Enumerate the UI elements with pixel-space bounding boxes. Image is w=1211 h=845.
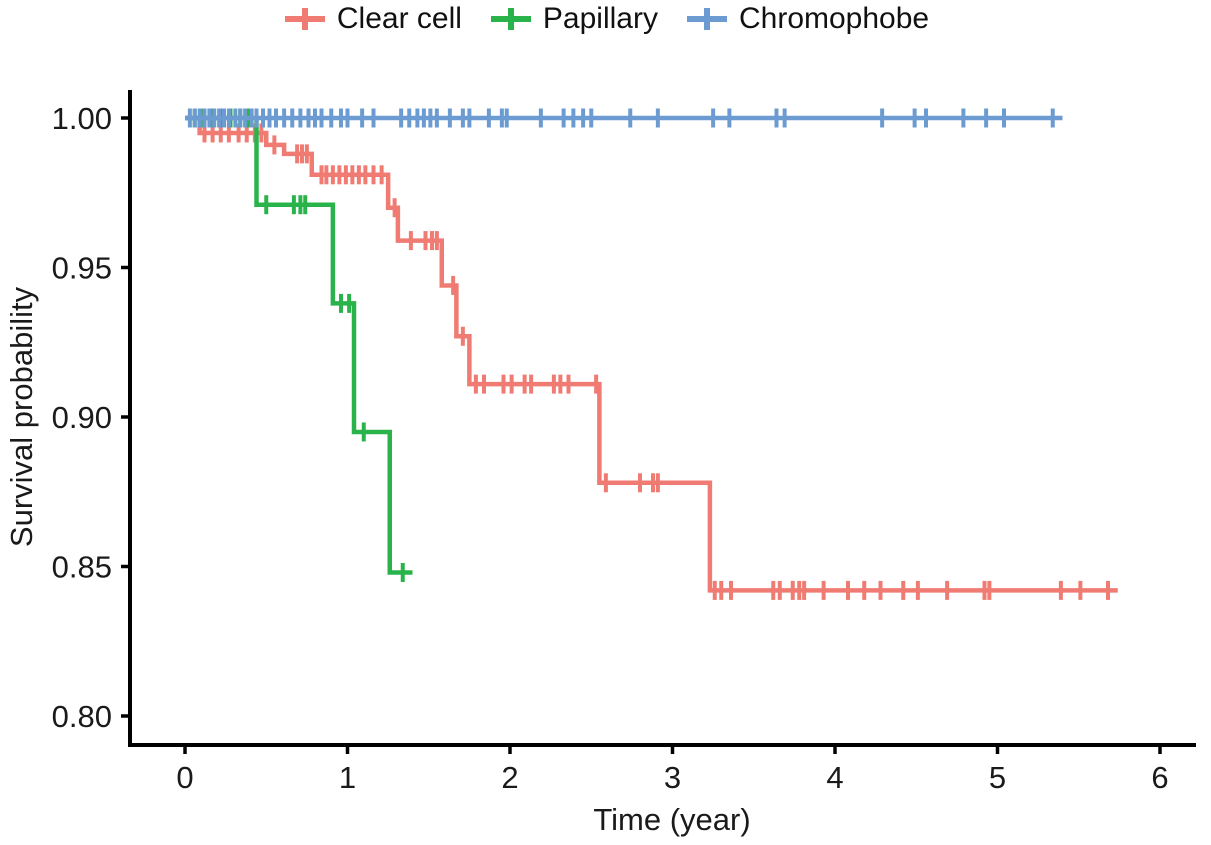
legend-key-chromophobe-icon <box>686 8 727 30</box>
series-clear-cell-censors <box>202 123 1110 600</box>
y-tick-label: 0.85 <box>52 550 112 585</box>
legend-item-clear-cell: Clear cell <box>282 2 462 36</box>
legend-label-papillary: Papillary <box>542 2 658 35</box>
x-tick-label: 1 <box>339 760 356 795</box>
y-tick-label: 0.90 <box>52 400 112 435</box>
axes-layer: 1.00 0.95 0.90 0.85 0.80 0 1 2 3 4 5 6 <box>52 90 1196 795</box>
series-papillary <box>185 108 413 582</box>
y-axis-title: Survival probability <box>4 286 39 547</box>
x-axis-title: Time (year) <box>593 802 750 837</box>
series-clear-cell <box>185 115 1118 600</box>
x-tick-label: 4 <box>826 760 843 795</box>
series-chromophobe <box>185 108 1063 128</box>
y-tick-label: 0.80 <box>52 699 112 734</box>
series-papillary-line <box>185 115 413 575</box>
x-tick-label: 3 <box>664 760 681 795</box>
legend-item-chromophobe: Chromophobe <box>684 2 929 36</box>
x-tick-label: 0 <box>176 760 193 795</box>
y-tick-label: 0.95 <box>52 251 112 286</box>
legend-key-papillary-icon <box>490 8 531 30</box>
chart-legend: Clear cell Papillary Chromophobe <box>0 2 1211 36</box>
legend-label-chromophobe: Chromophobe <box>738 2 930 35</box>
legend-label-clear-cell: Clear cell <box>336 2 462 35</box>
series-layer <box>185 108 1118 600</box>
y-tick-label: 1.00 <box>52 101 112 136</box>
x-tick-label: 2 <box>501 760 518 795</box>
series-chromophobe-censors <box>187 108 1055 128</box>
legend-key-clear-cell-icon <box>284 8 325 30</box>
x-tick-label: 5 <box>989 760 1006 795</box>
legend-item-papillary: Papillary <box>488 2 658 36</box>
series-clear-cell-line <box>185 115 1118 593</box>
x-tick-label: 6 <box>1151 760 1168 795</box>
